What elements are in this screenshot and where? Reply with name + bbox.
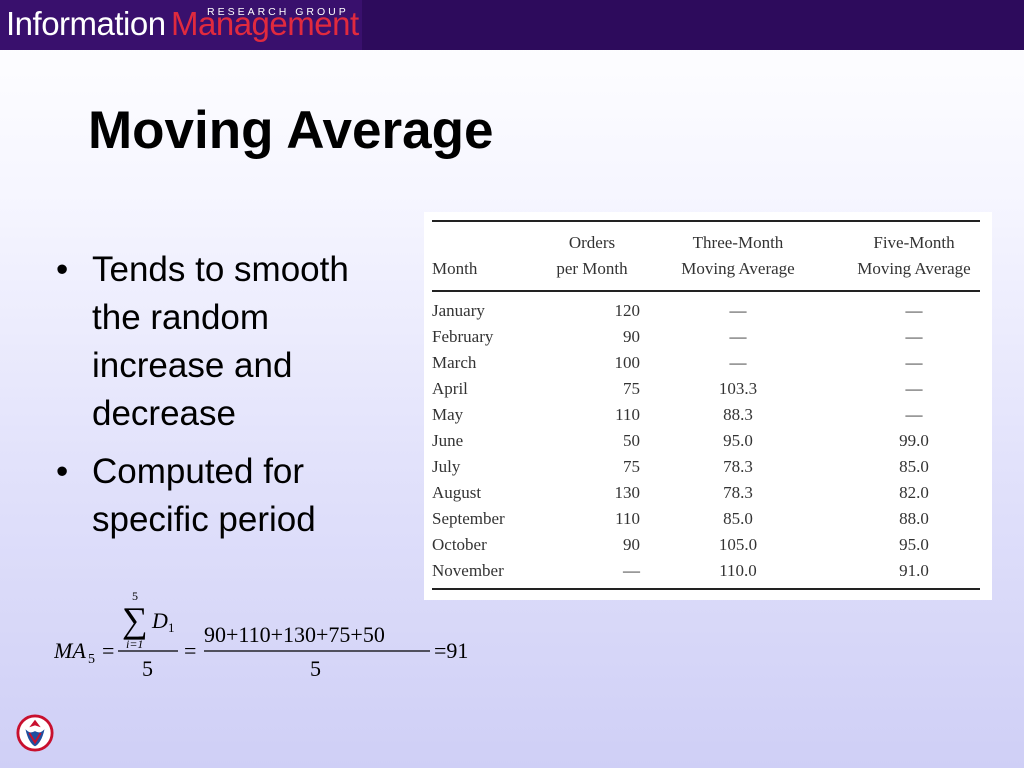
cell-orders: 75 (623, 379, 640, 398)
header-month: Month (432, 259, 478, 278)
table-row: June 50 95.0 99.0 (424, 428, 992, 454)
formula-equals-2: = (184, 638, 196, 663)
cell-orders: — (623, 561, 640, 580)
cell-five-month-average: 91.0 (899, 561, 929, 580)
brand-logo: Information Management RESEARCH GROUP (0, 0, 362, 50)
header-five-line2: Moving Average (857, 259, 971, 278)
header-three-line2: Moving Average (681, 259, 795, 278)
bullet-dot: • (56, 250, 69, 289)
cell-month: March (432, 353, 477, 372)
cell-orders: 130 (614, 483, 641, 502)
table-top-rule (432, 220, 980, 222)
cell-three-month-average: 78.3 (723, 483, 753, 502)
table-row: March 100 — — (424, 350, 992, 376)
sum-lower-limit: i=1 (126, 637, 143, 651)
formula-result: =91 (434, 638, 468, 663)
sum-symbol: ∑ (122, 600, 148, 640)
sum-variable-sub: 1 (168, 620, 175, 635)
cell-three-month-average: 105.0 (718, 535, 758, 554)
bullet-text: Tends to smooth the random increase and … (92, 250, 349, 433)
cell-month: November (432, 561, 504, 580)
cell-orders: 90 (623, 535, 640, 554)
cell-month: April (432, 379, 468, 398)
table-row: January 120 — — (424, 298, 992, 324)
cell-five-month-average: 85.0 (899, 457, 929, 476)
table-bottom-rule (432, 588, 980, 590)
table-row: February 90 — — (424, 324, 992, 350)
moving-average-formula: MA 5 = 5 ∑ i=1 D 1 5 = 90+110+130+75+50 … (54, 589, 468, 680)
table-row: October 90 105.0 95.0 (424, 532, 992, 558)
brand-management-text: Management (171, 5, 359, 42)
table-row: September 110 85.0 88.0 (424, 506, 992, 532)
table-header-rule (432, 290, 980, 292)
cell-month: February (432, 327, 494, 346)
bullet-dot: • (56, 452, 69, 491)
cell-five-month-average: 88.0 (899, 509, 929, 528)
cell-month: October (432, 535, 487, 554)
table-row: July 75 78.3 85.0 (424, 454, 992, 480)
table-row: May 110 88.3 — (424, 402, 992, 428)
cell-five-month-average: 99.0 (899, 431, 929, 450)
cell-orders: 110 (615, 509, 640, 528)
header-orders-line1: Orders (568, 233, 616, 252)
brand-information-text: Information (6, 5, 166, 42)
bullet-text: Computed for specific period (92, 452, 316, 539)
cell-five-month-average: — (905, 379, 923, 398)
numerator-sum: 90+110+130+75+50 (204, 622, 385, 647)
cell-orders: 100 (614, 353, 641, 372)
formula-ma-sub: 5 (88, 652, 95, 667)
table-row: November — 110.0 91.0 (424, 558, 992, 584)
cell-month: June (432, 431, 464, 450)
sum-upper-limit: 5 (132, 589, 138, 603)
cell-month: January (432, 301, 485, 320)
denominator-2: 5 (310, 656, 321, 680)
cell-three-month-average: 78.3 (723, 457, 753, 476)
cell-three-month-average: 110.0 (719, 561, 757, 580)
cell-orders: 120 (614, 301, 641, 320)
header-five-line1: Five-Month (873, 233, 955, 252)
university-seal-icon (16, 714, 54, 752)
cell-orders: 110 (615, 405, 640, 424)
cell-orders: 75 (623, 457, 640, 476)
formula-ma: MA (54, 638, 86, 663)
bullet-list: • Tends to smooth the random increase an… (52, 246, 392, 554)
cell-orders: 50 (623, 431, 640, 450)
cell-three-month-average: 95.0 (723, 431, 753, 450)
cell-month: August (432, 483, 482, 502)
slide-title: Moving Average (88, 101, 494, 160)
cell-orders: 90 (623, 327, 640, 346)
bullet-item: • Tends to smooth the random increase an… (52, 246, 392, 438)
header-three-line1: Three-Month (692, 233, 784, 252)
cell-three-month-average: 103.3 (718, 379, 758, 398)
cell-five-month-average: 82.0 (899, 483, 929, 502)
table-row: August 130 78.3 82.0 (424, 480, 992, 506)
cell-five-month-average: 95.0 (899, 535, 929, 554)
bullet-item: • Computed for specific period (52, 448, 392, 544)
sum-variable: D (151, 608, 168, 633)
brand-subtitle-text: RESEARCH GROUP (207, 6, 349, 18)
cell-month: September (432, 509, 505, 528)
cell-three-month-average: — (729, 301, 747, 320)
table-row: April 75 103.3 — (424, 376, 992, 402)
denominator-1: 5 (142, 656, 153, 680)
cell-five-month-average: — (905, 327, 923, 346)
cell-five-month-average: — (905, 405, 923, 424)
cell-three-month-average: — (729, 327, 747, 346)
cell-three-month-average: 88.3 (723, 405, 753, 424)
cell-three-month-average: — (729, 353, 747, 372)
cell-five-month-average: — (905, 353, 923, 372)
header-orders-line2: per Month (556, 259, 628, 278)
moving-average-table: Month Orders per Month Three-Month Movin… (424, 212, 992, 600)
cell-month: July (432, 457, 461, 476)
cell-five-month-average: — (905, 301, 923, 320)
cell-month: May (432, 405, 464, 424)
top-banner: Information Management RESEARCH GROUP (0, 0, 1024, 50)
formula-equals-1: = (102, 638, 114, 663)
cell-three-month-average: 85.0 (723, 509, 753, 528)
